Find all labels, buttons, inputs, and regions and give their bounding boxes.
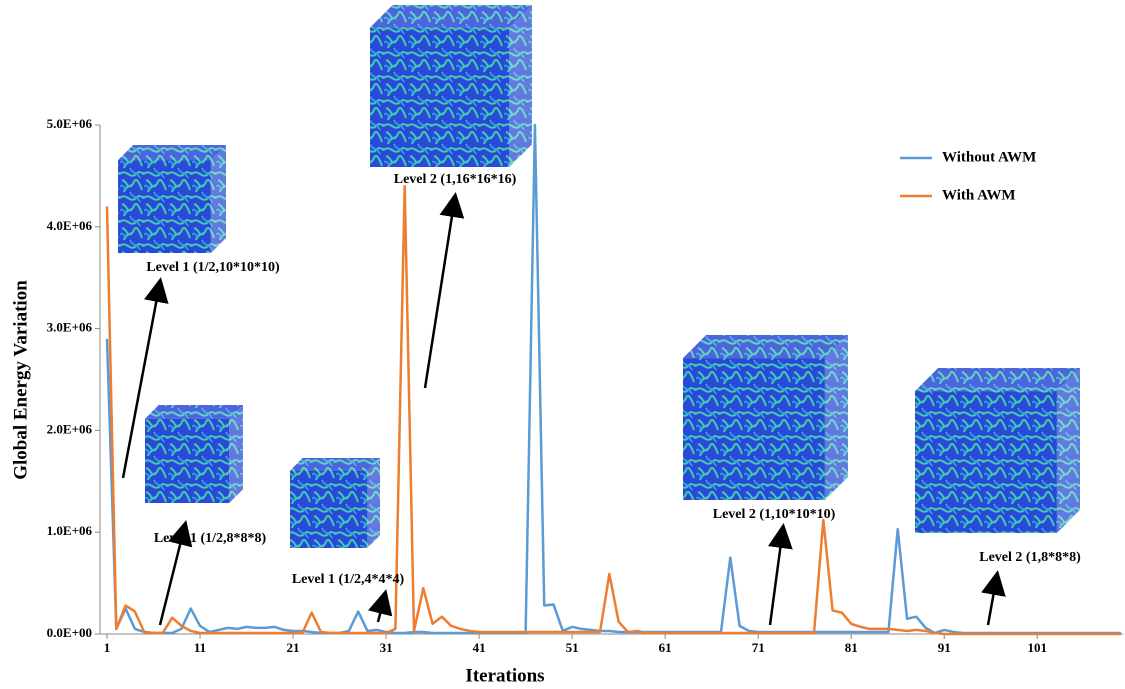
y-tick-label: 2.0E+06 bbox=[47, 421, 93, 436]
annotation-arrow bbox=[368, 589, 393, 623]
y-tick-label: 3.0E+06 bbox=[47, 320, 93, 335]
annotation-label: Level 1 (1/2,4*4*4) bbox=[292, 572, 405, 587]
cube-face bbox=[145, 418, 230, 503]
cube-image bbox=[915, 368, 1080, 533]
cube-face bbox=[290, 470, 368, 548]
x-tick-label: 71 bbox=[752, 640, 765, 655]
y-tick-label: 1.0E+06 bbox=[47, 523, 93, 538]
cube-face bbox=[1056, 368, 1080, 533]
cube-face bbox=[915, 391, 1057, 533]
legend-label: Without AWM bbox=[942, 149, 1036, 165]
cube-face bbox=[370, 5, 532, 28]
annotation-label: Level 2 (1,10*10*10) bbox=[713, 507, 836, 522]
cube-face bbox=[509, 5, 532, 167]
annotation-label: Level 1 (1/2,8*8*8) bbox=[154, 531, 267, 546]
cube-image bbox=[370, 5, 532, 168]
cube-face bbox=[370, 27, 510, 168]
x-tick-label: 101 bbox=[1028, 640, 1048, 655]
data-line bbox=[105, 123, 1121, 635]
cube-face bbox=[290, 458, 380, 471]
cube-face bbox=[118, 145, 226, 161]
x-tick-label: 51 bbox=[566, 640, 579, 655]
cube-image bbox=[145, 405, 243, 503]
x-tick-label: 31 bbox=[380, 640, 393, 655]
x-tick-label: 61 bbox=[659, 640, 672, 655]
cube-image bbox=[683, 335, 848, 500]
y-tick-label: 4.0E+06 bbox=[47, 218, 93, 233]
cube-face bbox=[915, 368, 1080, 392]
y-tick-label: 0.0E+00 bbox=[47, 625, 92, 640]
x-tick-label: 91 bbox=[938, 640, 951, 655]
cube-face bbox=[824, 335, 848, 500]
cube-face bbox=[210, 145, 226, 253]
cube-face bbox=[145, 405, 243, 419]
cube-face bbox=[367, 458, 380, 548]
annotation-label: Level 2 (1,8*8*8) bbox=[979, 550, 1081, 565]
annotation-arrow bbox=[981, 570, 1006, 626]
annotation-arrow bbox=[423, 192, 465, 389]
x-tick-label: 81 bbox=[845, 640, 858, 655]
x-axis-title: Iterations bbox=[465, 665, 544, 686]
cube-image bbox=[118, 145, 226, 253]
annotation-arrow bbox=[121, 277, 169, 479]
cube-face bbox=[229, 405, 243, 503]
x-tick-label: 11 bbox=[194, 640, 206, 655]
y-axis-title: Global Energy Variation bbox=[10, 280, 31, 480]
x-tick-label: 21 bbox=[287, 640, 300, 655]
annotation-arrow bbox=[767, 523, 793, 626]
annotation-label: Level 1 (1/2,10*10*10) bbox=[146, 260, 280, 275]
y-tick-label: 5.0E+06 bbox=[47, 116, 93, 131]
annotation-arrow bbox=[158, 520, 193, 626]
annotation-label: Level 2 (1,16*16*16) bbox=[394, 172, 517, 187]
cube-face bbox=[683, 358, 825, 500]
cube-face bbox=[683, 335, 848, 359]
cube-image bbox=[290, 458, 380, 548]
legend-label: With AWM bbox=[942, 187, 1015, 203]
cube-face bbox=[118, 160, 211, 253]
x-tick-label: 1 bbox=[104, 640, 111, 655]
x-tick-label: 41 bbox=[473, 640, 486, 655]
data-line bbox=[105, 184, 1121, 636]
